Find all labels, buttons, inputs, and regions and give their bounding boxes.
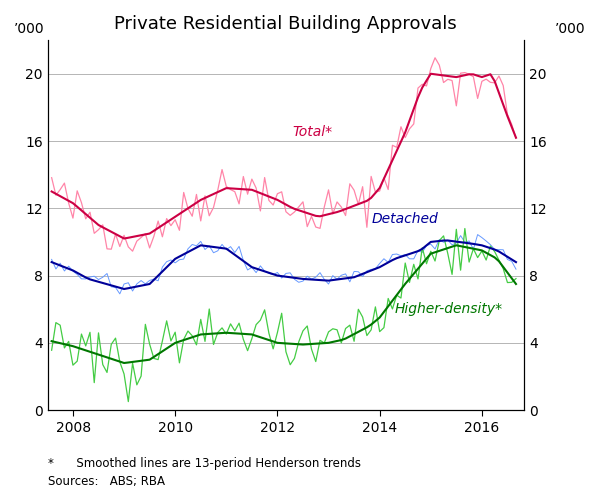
Text: Higher-density*: Higher-density* bbox=[395, 301, 503, 316]
Text: Sources:   ABS; RBA: Sources: ABS; RBA bbox=[48, 475, 165, 488]
Text: Detached: Detached bbox=[372, 212, 439, 226]
Text: ’000: ’000 bbox=[14, 22, 45, 37]
Title: Private Residential Building Approvals: Private Residential Building Approvals bbox=[115, 15, 457, 33]
Text: *      Smoothed lines are 13-period Henderson trends: * Smoothed lines are 13-period Henderson… bbox=[48, 457, 361, 470]
Text: Total*: Total* bbox=[293, 125, 333, 139]
Text: ’000: ’000 bbox=[555, 22, 586, 37]
